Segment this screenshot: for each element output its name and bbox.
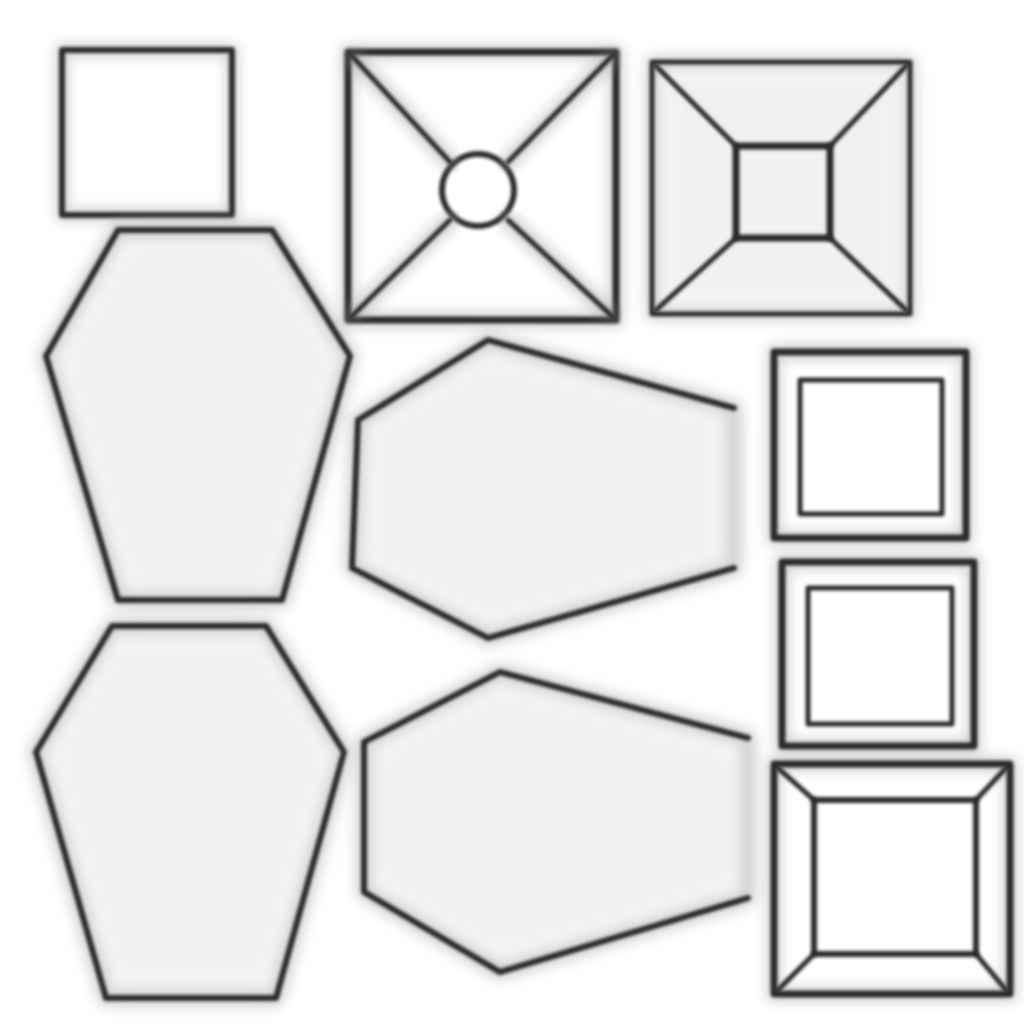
island-right-frame-3 [766,756,1018,1002]
island-middle-hexagon [344,332,742,646]
island-lower-left-hexagon [28,618,352,1006]
island-pyramid-frame [340,44,624,328]
island-top-left-square [55,43,239,222]
island-right-frame-1 [766,344,974,546]
island-inset-square-frame [646,56,916,320]
island-right-frame-2 [774,554,982,754]
island-upper-left-hexagon [38,222,358,608]
island-lower-middle-hexagon [356,664,756,980]
